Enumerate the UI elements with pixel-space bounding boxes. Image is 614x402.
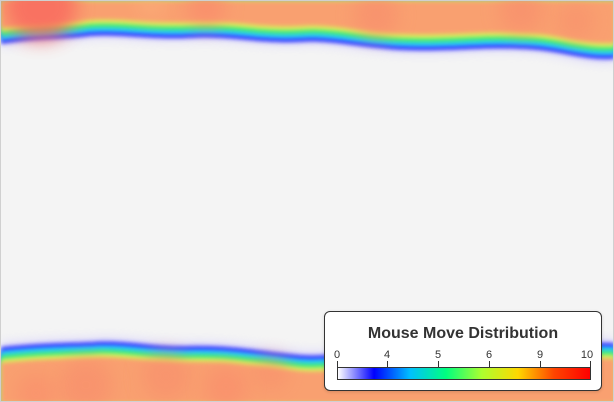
legend-tick-mark [438,361,439,367]
legend-tick-label: 6 [485,349,493,361]
legend-tick-mark [387,361,388,367]
legend-tick-mark [540,361,541,367]
heatmap-legend: Mouse Move Distribution 0 4 5 6 9 10 [324,311,602,391]
legend-tick-label: 5 [434,349,442,361]
top-activity-band [1,1,613,64]
legend-tick-label: 10 [580,349,594,361]
legend-tick-mark [337,361,338,367]
legend-tick-mark [590,361,591,367]
legend-tick-label: 4 [383,349,391,361]
legend-title: Mouse Move Distribution [367,325,559,342]
legend-gradient-bar [337,367,591,380]
legend-tick-mark [489,361,490,367]
legend-tick-label: 9 [536,349,544,361]
legend-tick-label: 0 [333,349,341,361]
